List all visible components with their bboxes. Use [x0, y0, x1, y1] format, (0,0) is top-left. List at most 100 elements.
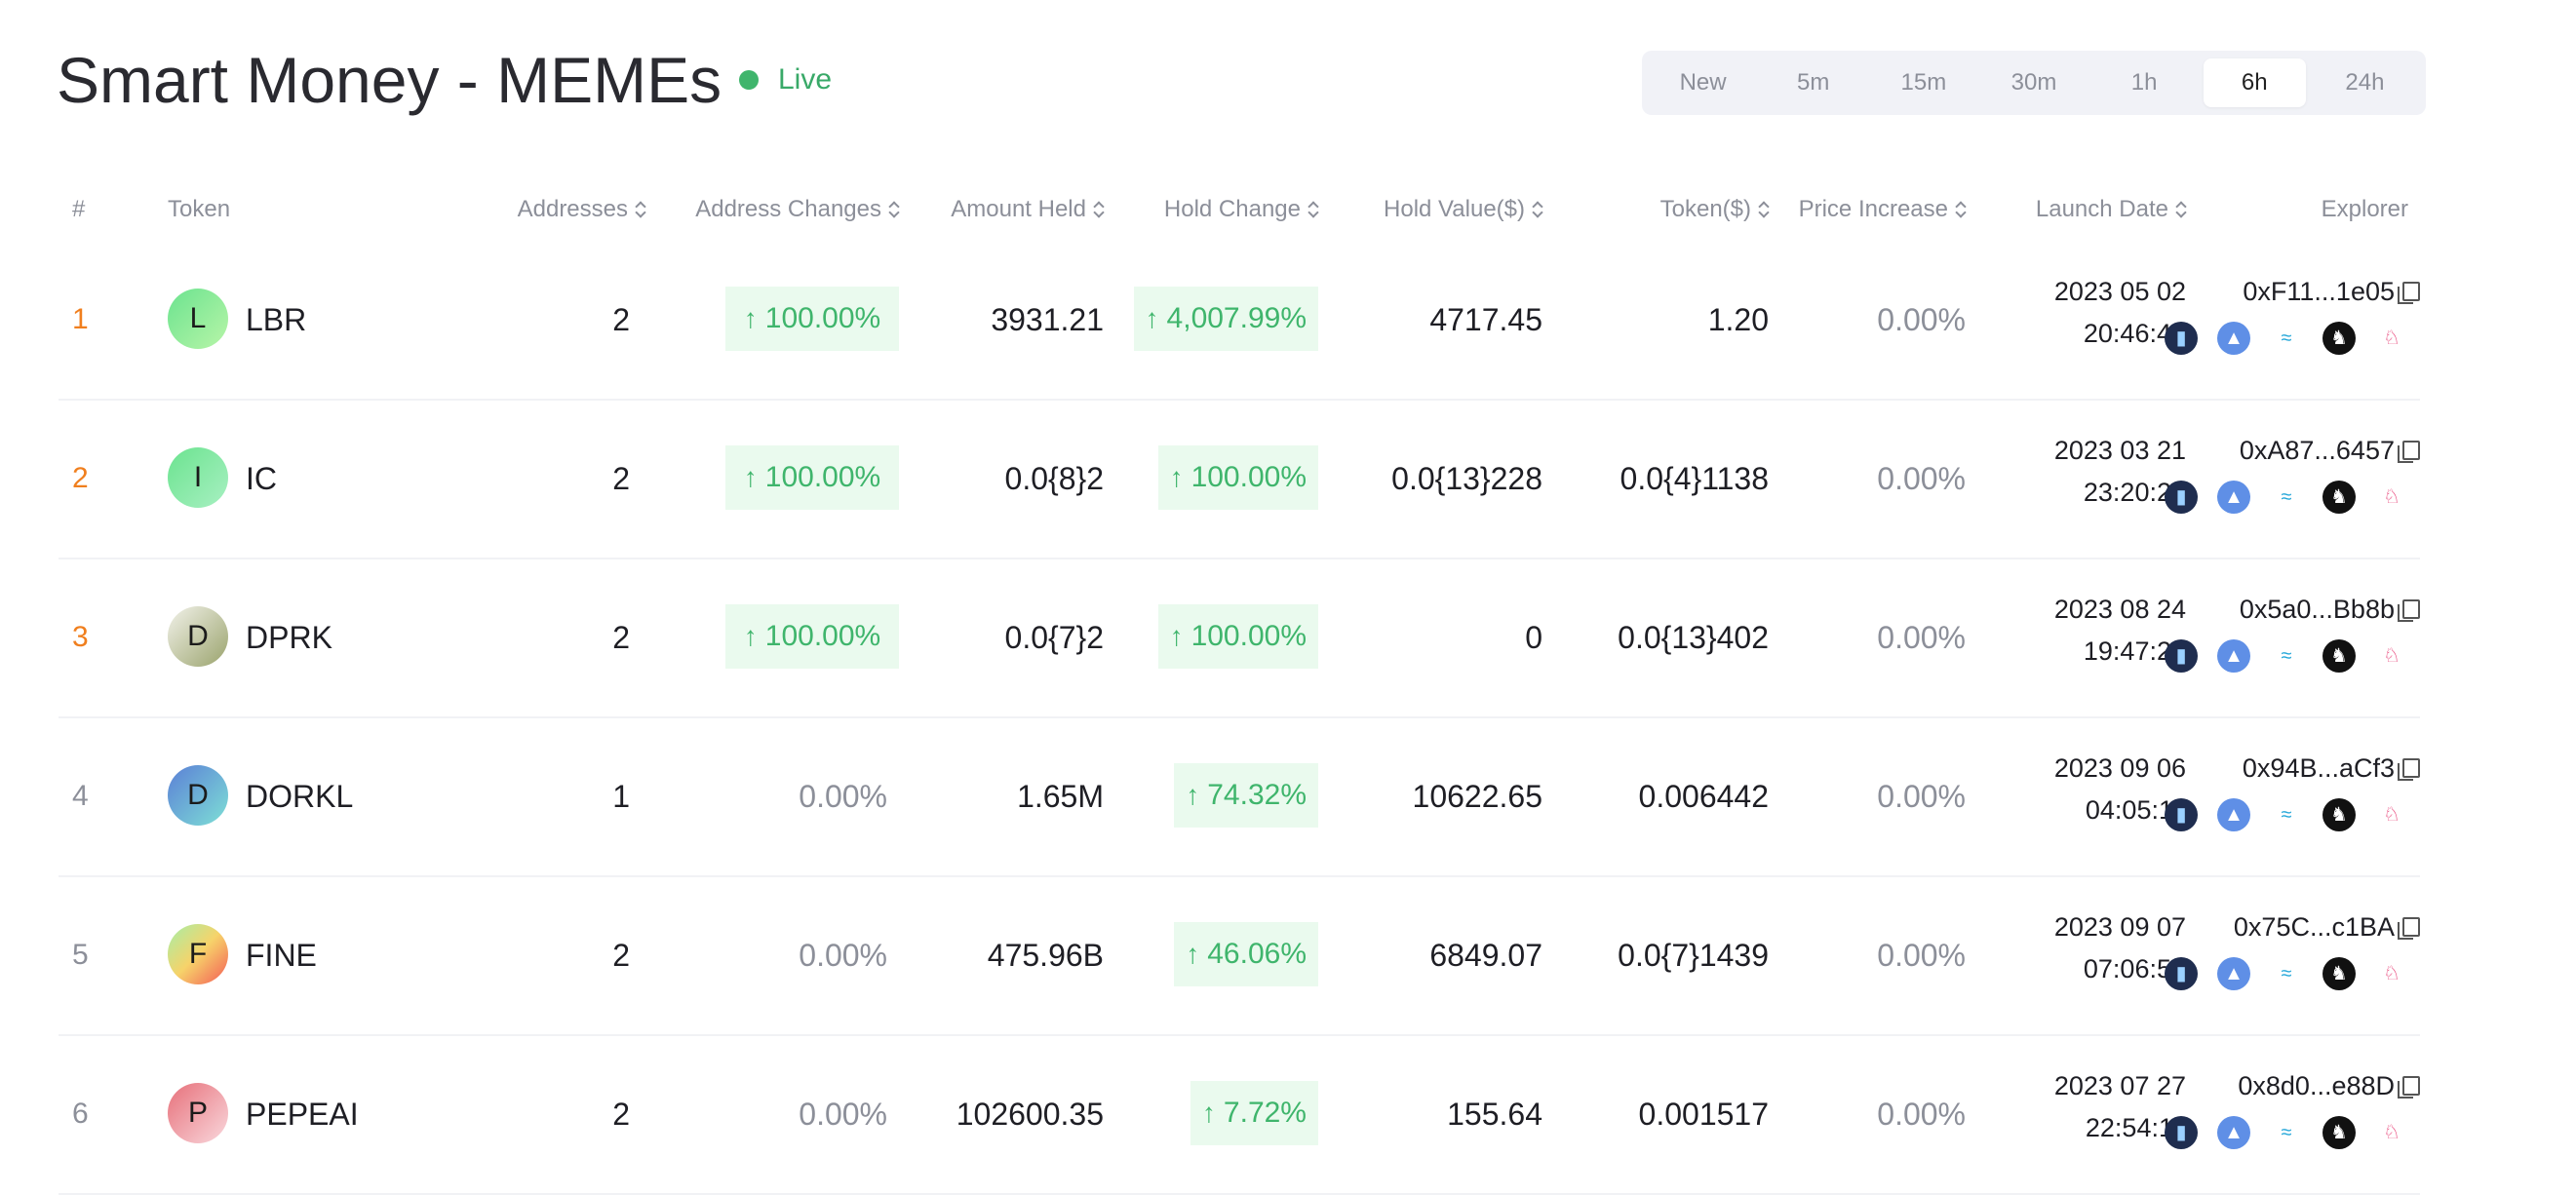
launch-date-day: 2023 07 27	[2053, 1071, 2186, 1100]
table-header: # Token Addresses Address Changes Amount…	[59, 175, 2420, 242]
chart-explorer-icon[interactable]: ▮	[2165, 322, 2198, 355]
lion-explorer-icon[interactable]: ♞	[2322, 322, 2356, 355]
col-address-changes[interactable]: Address Changes	[695, 195, 899, 224]
col-price-increase-label: Price Increase	[1798, 196, 1948, 222]
launch-date-day: 2023 09 06	[2053, 753, 2186, 783]
copy-icon[interactable]	[2398, 441, 2420, 463]
lion-explorer-icon[interactable]: ♞	[2322, 1116, 2356, 1149]
hold-change: ↑ 4,007.99%	[1133, 287, 1318, 351]
col-price-increase[interactable]: Price Increase	[1799, 195, 1966, 224]
unicorn-explorer-icon[interactable]: ♘	[2375, 639, 2408, 673]
page-title: Smart Money - MEMEs	[57, 44, 722, 116]
lion-explorer-icon[interactable]: ♞	[2322, 639, 2356, 673]
contract-address: 0x5a0...Bb8b	[2240, 593, 2420, 626]
hold-value: 0	[1525, 620, 1542, 655]
chart-explorer-icon[interactable]: ▮	[2165, 639, 2198, 673]
range-5m[interactable]: 5m	[1762, 58, 1864, 107]
chart-explorer-icon[interactable]: ▮	[2165, 1116, 2198, 1149]
col-hold-value[interactable]: Hold Value($)	[1384, 195, 1542, 224]
col-token-price[interactable]: Token($)	[1660, 195, 1769, 224]
token-avatar: I	[168, 447, 228, 508]
zigzag-explorer-icon[interactable]: ≈	[2270, 639, 2303, 673]
sort-icon	[1308, 201, 1318, 218]
addresses-count: 1	[612, 779, 630, 814]
rank: 6	[72, 1098, 89, 1130]
up-arrow-icon: ↑	[1186, 780, 1200, 810]
token-symbol[interactable]: LBR	[246, 302, 307, 337]
range-30m[interactable]: 30m	[1982, 58, 2085, 107]
hold-change-value: 100.00%	[1190, 461, 1307, 493]
range-new[interactable]: New	[1652, 58, 1754, 107]
range-24h[interactable]: 24h	[2314, 58, 2416, 107]
col-amount-held[interactable]: Amount Held	[951, 195, 1104, 224]
zigzag-explorer-icon[interactable]: ≈	[2270, 322, 2303, 355]
copy-icon[interactable]	[2398, 758, 2420, 781]
address-change: 0.00%	[799, 938, 887, 973]
table-row[interactable]: 4 D DORKL 1 0.00% 1.65M ↑ 74.32% 10622.65…	[59, 718, 2420, 877]
a-triangle-explorer-icon[interactable]: ▲	[2217, 798, 2250, 831]
a-triangle-explorer-icon[interactable]: ▲	[2217, 481, 2250, 514]
token-symbol[interactable]: FINE	[246, 938, 317, 973]
token-price: 0.001517	[1638, 1097, 1769, 1132]
col-explorer: Explorer	[2321, 196, 2408, 222]
sort-icon	[1956, 201, 1966, 218]
hold-change: ↑ 46.06%	[1174, 922, 1318, 986]
addresses-count: 2	[612, 461, 630, 496]
copy-icon[interactable]	[2398, 282, 2420, 304]
zigzag-explorer-icon[interactable]: ≈	[2270, 957, 2303, 990]
zigzag-explorer-icon[interactable]: ≈	[2270, 481, 2303, 514]
rank: 5	[72, 939, 89, 971]
col-hold-value-label: Hold Value($)	[1384, 196, 1525, 222]
zigzag-explorer-icon[interactable]: ≈	[2270, 798, 2303, 831]
unicorn-explorer-icon[interactable]: ♘	[2375, 798, 2408, 831]
unicorn-explorer-icon[interactable]: ♘	[2375, 481, 2408, 514]
chart-explorer-icon[interactable]: ▮	[2165, 957, 2198, 990]
table-row[interactable]: 1 L LBR 2 ↑ 100.00% 3931.21 ↑ 4,007.99% 47…	[59, 242, 2420, 401]
a-triangle-explorer-icon[interactable]: ▲	[2217, 957, 2250, 990]
col-launch-date[interactable]: Launch Date	[2036, 195, 2186, 224]
zigzag-explorer-icon[interactable]: ≈	[2270, 1116, 2303, 1149]
token-price: 1.20	[1707, 302, 1769, 337]
unicorn-explorer-icon[interactable]: ♘	[2375, 322, 2408, 355]
sort-icon	[1094, 201, 1104, 218]
copy-icon[interactable]	[2398, 599, 2420, 622]
range-15m[interactable]: 15m	[1872, 58, 1974, 107]
lion-explorer-icon[interactable]: ♞	[2322, 481, 2356, 514]
a-triangle-explorer-icon[interactable]: ▲	[2217, 1116, 2250, 1149]
token-symbol[interactable]: DPRK	[246, 620, 332, 655]
hold-value: 6849.07	[1429, 938, 1542, 973]
contract-address-text: 0xF11...1e05	[2243, 277, 2395, 306]
chart-explorer-icon[interactable]: ▮	[2165, 481, 2198, 514]
copy-icon[interactable]	[2398, 917, 2420, 940]
price-increase: 0.00%	[1877, 302, 1966, 337]
range-6h[interactable]: 6h	[2203, 58, 2306, 107]
col-addresses-label: Addresses	[517, 196, 628, 222]
contract-address: 0x94B...aCf3	[2243, 752, 2420, 785]
up-arrow-icon: ↑	[1169, 621, 1184, 651]
unicorn-explorer-icon[interactable]: ♘	[2375, 1116, 2408, 1149]
table-row[interactable]: 2 I IC 2 ↑ 100.00% 0.0{8}2 ↑ 100.00% 0.0{1…	[59, 401, 2420, 559]
token-symbol[interactable]: DORKL	[246, 779, 354, 814]
col-hold-change[interactable]: Hold Change	[1164, 195, 1318, 224]
amount-held: 475.96B	[987, 938, 1104, 973]
chart-explorer-icon[interactable]: ▮	[2165, 798, 2198, 831]
range-1h[interactable]: 1h	[2093, 58, 2196, 107]
sort-icon	[2176, 201, 2186, 218]
col-token-price-label: Token($)	[1659, 196, 1751, 222]
unicorn-explorer-icon[interactable]: ♘	[2375, 957, 2408, 990]
lion-explorer-icon[interactable]: ♞	[2322, 957, 2356, 990]
col-launch-date-label: Launch Date	[2035, 196, 2168, 222]
lion-explorer-icon[interactable]: ♞	[2322, 798, 2356, 831]
table-row[interactable]: 6 P PEPEAI 2 0.00% 102600.35 ↑ 7.72% 155.…	[59, 1036, 2420, 1195]
hold-change-value: 74.32%	[1207, 779, 1307, 811]
table-row[interactable]: 5 F FINE 2 0.00% 475.96B ↑ 46.06% 6849.07…	[59, 877, 2420, 1036]
col-addresses[interactable]: Addresses	[518, 195, 645, 224]
copy-icon[interactable]	[2398, 1076, 2420, 1099]
address-change-value: 100.00%	[764, 302, 881, 334]
a-triangle-explorer-icon[interactable]: ▲	[2217, 322, 2250, 355]
token-symbol[interactable]: IC	[246, 461, 277, 496]
time-range-selector: New 5m 15m 30m 1h 6h 24h	[1642, 51, 2426, 115]
a-triangle-explorer-icon[interactable]: ▲	[2217, 639, 2250, 673]
token-symbol[interactable]: PEPEAI	[246, 1097, 359, 1132]
table-row[interactable]: 3 D DPRK 2 ↑ 100.00% 0.0{7}2 ↑ 100.00% 0 0…	[59, 559, 2420, 718]
